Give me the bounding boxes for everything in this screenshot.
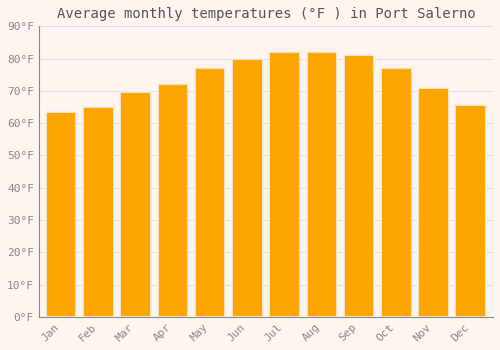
Bar	[195, 68, 226, 317]
Bar	[232, 58, 262, 317]
Bar	[456, 105, 486, 317]
Bar	[158, 84, 188, 317]
Bar	[306, 52, 337, 317]
Bar	[120, 92, 151, 317]
Bar	[46, 112, 76, 317]
Bar	[381, 68, 412, 317]
Bar	[418, 88, 448, 317]
Bar	[83, 107, 114, 317]
Title: Average monthly temperatures (°F ) in Port Salerno: Average monthly temperatures (°F ) in Po…	[56, 7, 476, 21]
Bar	[344, 55, 374, 317]
Bar	[270, 52, 300, 317]
